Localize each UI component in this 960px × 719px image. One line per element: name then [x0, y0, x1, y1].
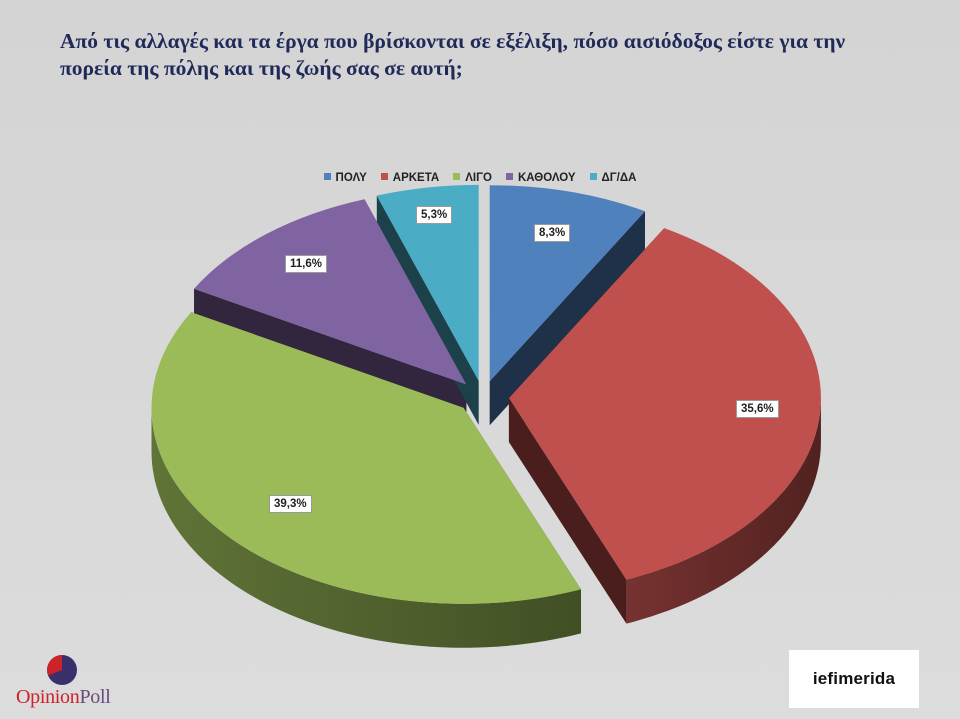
data-label: 35,6% [736, 400, 779, 418]
pie-slice-ΠΟΛΥ [489, 185, 645, 382]
title-line-2: πορεία της πόλης και της ζωής σας σε αυτ… [60, 56, 463, 80]
pie-slice-ΛΙΓΟ [151, 312, 581, 604]
data-label: 39,3% [269, 495, 312, 513]
legend-item: ΚΑΘΟΛΟΥ [505, 172, 576, 184]
opinion-poll-logo: OpinionPoll [16, 652, 116, 712]
legend-label: ΚΑΘΟΛΟΥ [517, 172, 576, 184]
opinion-poll-text-2: Poll [79, 686, 111, 708]
title-line-1: Από τις αλλαγές και τα έργα που βρίσκοντ… [60, 29, 846, 53]
legend-label: ΔΓ/ΔΑ [601, 172, 637, 184]
legend-swatch [505, 173, 513, 180]
legend-swatch [453, 173, 461, 180]
iefimerida-wordmark: iefimerida [812, 669, 896, 688]
slice-wall-end [508, 398, 627, 624]
iefimerida-logo: iefimerida [789, 650, 919, 708]
slice-tops [151, 184, 821, 604]
data-label: 5,3% [416, 206, 453, 224]
opinion-poll-text-1: Opinion [16, 686, 80, 708]
legend-item: ΛΙΓΟ [453, 172, 492, 184]
legend-item: ΠΟΛΥ [323, 172, 367, 184]
legend-label: ΛΙΓΟ [465, 172, 492, 184]
legend-swatch [589, 173, 597, 180]
pie-slice-ΔΓ/ΔΑ [376, 184, 479, 381]
pie-slice-ΚΑΘΟΛΟΥ [194, 199, 467, 385]
slice-outer-wall [626, 398, 821, 624]
chart-legend: ΠΟΛΥ ΑΡΚΕΤΑ ΛΙΓΟ ΚΑΘΟΛΟΥ ΔΓ/ΔΑ [0, 172, 960, 184]
slice-outer-wall [151, 407, 581, 648]
data-label: 8,3% [534, 224, 571, 242]
legend-swatch [380, 173, 388, 180]
legend-label: ΑΡΚΕΤΑ [392, 172, 440, 184]
opinion-poll-mark-icon [47, 655, 77, 685]
legend-item: ΑΡΚΕΤΑ [380, 172, 440, 184]
pie-slice-ΑΡΚΕΤΑ [508, 228, 821, 580]
slice-wall-end [489, 211, 645, 426]
legend-swatch [323, 173, 331, 180]
chart-title: Από τις αλλαγές και τα έργα που βρίσκοντ… [60, 28, 920, 82]
legend-label: ΠΟΛΥ [335, 172, 367, 184]
legend-item: ΔΓ/ΔΑ [589, 172, 637, 184]
opinion-poll-wordmark: OpinionPoll [16, 686, 111, 709]
data-label: 11,6% [285, 255, 327, 273]
